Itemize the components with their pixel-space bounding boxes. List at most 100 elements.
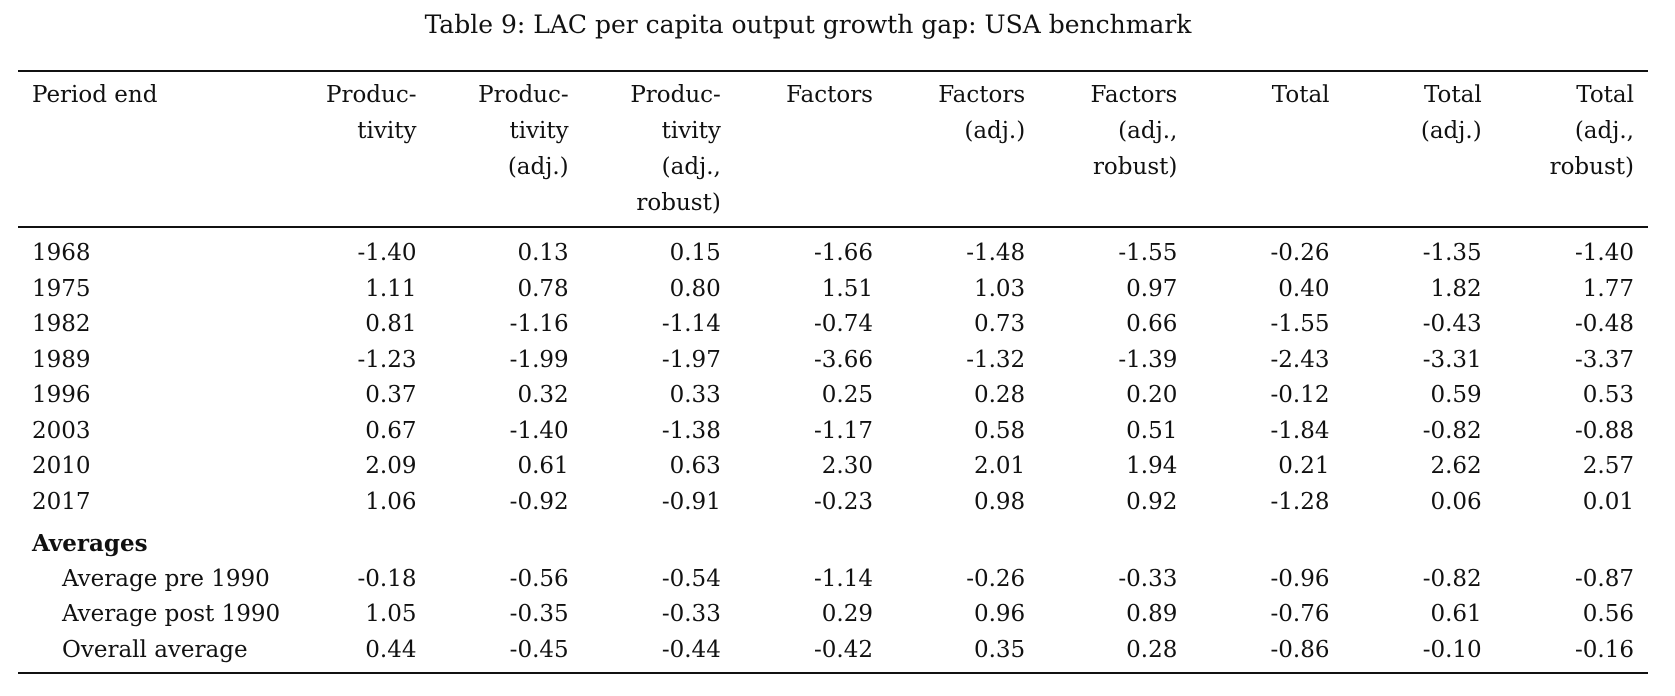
table-cell: 1.11	[365, 275, 417, 302]
column-header-line: Factors	[1090, 82, 1178, 108]
table-cell: -0.35	[509, 601, 569, 627]
table-cell: -0.16	[1575, 636, 1634, 663]
averages-heading: Averages	[32, 530, 148, 557]
table-cell: -1.23	[357, 346, 417, 373]
table-header: Period end Produc-tivity Produc-tivity (adj…	[18, 71, 1648, 227]
table-cell: -0.26	[1270, 240, 1330, 266]
table-cell: 0.63	[669, 453, 721, 479]
table-cell: -1.66	[814, 240, 873, 266]
table-cell: 0.01	[1582, 488, 1634, 515]
table-cell: 1.77	[1582, 275, 1634, 302]
column-header-line: Period end	[32, 82, 158, 108]
table-cell: 0.73	[973, 311, 1026, 337]
table-cell: -1.55	[1270, 311, 1330, 337]
table-cell: -1.14	[814, 565, 873, 592]
column-header: Produc-tivity (adj., robust)	[583, 71, 735, 227]
table-cell: 0.37	[365, 382, 417, 408]
table-cell: -0.88	[1575, 417, 1634, 444]
table-cell: 2.01	[973, 453, 1026, 479]
table-row: Average pre 1990 -0.18 -0.56 -0.54 -1.14 -0.2…	[18, 562, 1648, 598]
column-header-line: Factors	[786, 82, 873, 108]
table-cell: 0.21	[1278, 453, 1330, 479]
table-cell: 0.40	[1278, 275, 1330, 302]
table-cell: 0.61	[1430, 601, 1482, 627]
table-cell: 0.67	[365, 417, 417, 444]
table-row: Average post 1990 1.05 -0.35 -0.33 0.29 0.96 0…	[18, 597, 1648, 633]
table-cell: 0.15	[669, 240, 721, 266]
row-label: Average pre 1990	[62, 565, 270, 592]
column-header: Total (adj.)	[1344, 71, 1496, 227]
table-cell: -0.33	[661, 601, 721, 627]
table-cell: -1.16	[509, 311, 569, 337]
table-cell: 0.35	[973, 636, 1026, 663]
table-cell: -0.44	[661, 636, 721, 663]
table-row: 2003 0.67 -1.40 -1.38 -1.17 0.58 0.51 -1.84 -0.8…	[18, 414, 1648, 450]
table-cell: 1.05	[365, 601, 417, 627]
table-cell: 0.28	[1126, 636, 1178, 663]
table-cell: -0.92	[509, 488, 569, 515]
table-cell: -0.43	[1422, 311, 1482, 337]
table-cell: -0.96	[1270, 565, 1330, 592]
table-cell: -1.39	[1118, 346, 1178, 373]
table-cell: -0.56	[509, 565, 569, 592]
table-cell: -0.42	[814, 636, 873, 663]
table-row: 1968 -1.40 0.13 0.15 -1.66 -1.48 -1.55 -0.26 -1.…	[18, 227, 1648, 272]
table-cell: 2.57	[1582, 453, 1634, 479]
results-table: Period end Produc-tivity Produc-tivity (adj…	[18, 70, 1648, 674]
table-cell: -1.35	[1422, 240, 1482, 266]
table-cell: -1.40	[357, 240, 417, 266]
column-header-line: tivity	[661, 118, 721, 144]
table-cell: -1.40	[509, 417, 569, 444]
table-cell: 0.89	[1126, 601, 1178, 627]
table-cell: -0.26	[966, 565, 1026, 592]
average-rows: Averages Average pre 1990 -0.18 -0.56 -0.54 -…	[18, 520, 1648, 673]
table-cell: -0.23	[814, 488, 873, 515]
column-header-line: (adj.)	[507, 154, 569, 180]
table-cell: 0.59	[1430, 382, 1482, 408]
table-cell: 0.13	[517, 240, 569, 266]
table-cell: -1.28	[1270, 488, 1330, 515]
column-header: Period end	[18, 71, 278, 227]
table-row: 1982 0.81 -1.16 -1.14 -0.74 0.73 0.66 -1.55 -0.4…	[18, 307, 1648, 343]
column-header-line: Factors	[938, 82, 1026, 108]
table-cell: -0.74	[814, 311, 873, 337]
row-label: Overall average	[62, 636, 248, 663]
table-cell: -0.12	[1270, 382, 1330, 408]
table-cell: -1.17	[814, 417, 873, 444]
table-cell: 0.97	[1126, 275, 1178, 302]
table-cell: -2.43	[1270, 346, 1330, 373]
table-cell: -1.14	[661, 311, 721, 337]
table-cell: 0.51	[1126, 417, 1178, 444]
column-header-line: Produc-	[478, 82, 569, 108]
table-cell: 1.06	[365, 488, 417, 515]
table-cell: 2.30	[821, 453, 873, 479]
table-row: 2010 2.09 0.61 0.63 2.30 2.01 1.94 0.21 2.62 2.57	[18, 449, 1648, 485]
table-cell: 0.61	[517, 453, 569, 479]
row-label: 1989	[32, 346, 91, 373]
table-cell: 2.09	[365, 453, 417, 479]
table-cell: 0.56	[1582, 601, 1634, 627]
table-cell: 0.20	[1126, 382, 1178, 408]
row-label: 1982	[32, 311, 91, 337]
table-cell: -3.31	[1422, 346, 1482, 373]
table-cell: 0.53	[1582, 382, 1634, 408]
column-header: Total	[1191, 71, 1343, 227]
column-header-line: (adj.)	[964, 118, 1026, 144]
row-label: 2010	[32, 453, 91, 479]
column-header: Factors (adj.)	[887, 71, 1039, 227]
row-label: 2017	[32, 488, 91, 515]
row-label: 2003	[32, 417, 91, 444]
table-cell: 0.29	[821, 601, 873, 627]
table-cell: 0.92	[1126, 488, 1178, 515]
column-header: Produc-tivity	[278, 71, 430, 227]
column-header: Factors	[735, 71, 887, 227]
table-cell: -3.37	[1575, 346, 1634, 373]
averages-section-row: Averages	[18, 520, 1648, 562]
table-row: 1989 -1.23 -1.99 -1.97 -3.66 -1.32 -1.39 -2.43 -…	[18, 343, 1648, 379]
column-header-line: (adj.)	[1420, 118, 1482, 144]
column-header-line: robust)	[1092, 154, 1178, 180]
table-cell: 0.81	[365, 311, 417, 337]
table-cell: -1.97	[661, 346, 721, 373]
table-cell: 0.80	[669, 275, 721, 302]
table-cell: -0.18	[357, 565, 417, 592]
